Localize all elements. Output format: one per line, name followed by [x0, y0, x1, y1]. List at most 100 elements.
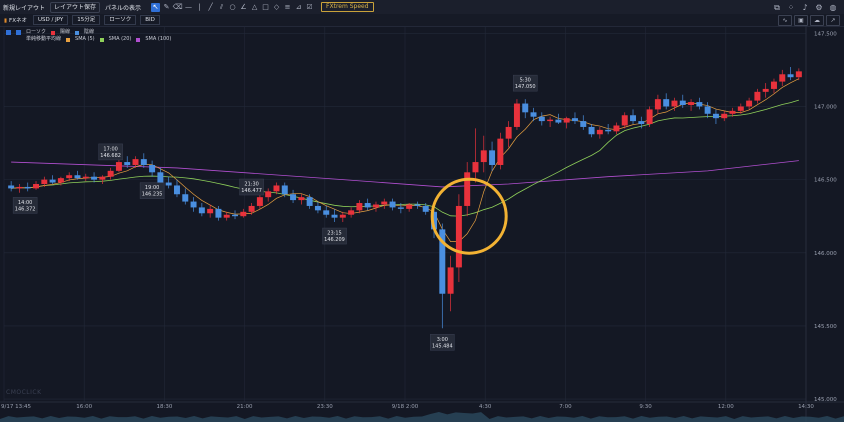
- candle-body: [795, 71, 802, 78]
- candle-body: [505, 126, 512, 139]
- candle-body: [207, 208, 214, 214]
- candle-body: [290, 194, 297, 201]
- x-tick-label: 9:30: [639, 404, 652, 410]
- annotation-box: [12, 197, 38, 214]
- circle-icon[interactable]: ○: [229, 2, 236, 11]
- candle-body: [256, 197, 263, 206]
- candle-body: [41, 179, 48, 185]
- candle-body: [57, 178, 64, 183]
- panel-display-button[interactable]: パネルの表示: [105, 4, 142, 12]
- fib-icon[interactable]: ≡: [284, 2, 291, 11]
- save-layout-button[interactable]: レイアウト保存: [50, 1, 101, 13]
- candle-body: [115, 162, 122, 171]
- layout-icon[interactable]: ⧉: [774, 2, 780, 12]
- annotation-time: 14:00: [18, 200, 32, 206]
- candle-body: [8, 185, 15, 189]
- pair-select[interactable]: USD / JPY: [32, 15, 69, 25]
- angle-icon[interactable]: ∠: [240, 2, 247, 11]
- new-layout-button[interactable]: 新規レイアウト: [3, 4, 46, 12]
- x-tick-label: 12:00: [718, 404, 734, 410]
- measure-icon[interactable]: ⊿: [295, 2, 302, 11]
- share-icon[interactable]: ↗: [826, 15, 840, 26]
- x-tick-label: 4:30: [479, 404, 492, 410]
- candle-body: [74, 175, 81, 179]
- annotation-time: 21:30: [244, 182, 258, 188]
- candle-body: [447, 267, 454, 294]
- x-tick-label: 7:00: [559, 404, 572, 410]
- candle-body: [306, 197, 313, 206]
- y-tick-label: 146.000: [814, 251, 837, 257]
- legend-sma100: SMA (100): [145, 36, 172, 42]
- price-chart[interactable]: 147.500 147.000 146.500 146.000 145.500 145.0…: [0, 26, 844, 422]
- candle-body: [671, 100, 678, 107]
- candle-body: [571, 118, 578, 122]
- annotation-price: 146.477: [241, 188, 262, 194]
- diamond-icon[interactable]: ◇: [273, 2, 280, 11]
- candle-body: [223, 214, 230, 218]
- broker-marker-icon: ▮: [4, 18, 8, 24]
- candle-body: [339, 214, 346, 218]
- vline-icon[interactable]: |: [198, 2, 201, 11]
- checkbox-icon[interactable]: ☑: [306, 2, 313, 11]
- ray-icon[interactable]: ⫽: [219, 2, 224, 11]
- top-toolbar: 新規レイアウト レイアウト保存 パネルの表示 ↖ ✎ ⌫ — | ╱ ⫽ ○ ∠…: [0, 0, 844, 15]
- candle-body: [99, 176, 106, 180]
- cloud-icon[interactable]: ☁: [810, 15, 824, 26]
- legend-sma5: SMA (5): [75, 36, 95, 42]
- symbar-right: ∿ ▣ ☁ ↗: [776, 15, 840, 26]
- candle-body: [721, 113, 728, 119]
- y-tick-label: 145.000: [814, 397, 837, 403]
- triangle-icon[interactable]: △: [251, 2, 258, 11]
- legend-candle-row: ローソク 陽線 陰線: [6, 29, 176, 36]
- candle-body: [190, 201, 197, 208]
- hline-icon[interactable]: —: [185, 2, 193, 11]
- candle-body: [679, 100, 686, 106]
- candle-body: [331, 214, 338, 218]
- visible-toggle-icon[interactable]: [6, 30, 11, 35]
- pen-icon[interactable]: ✎: [163, 2, 170, 11]
- x-tick-label: 9/18 2:00: [392, 404, 419, 410]
- candle-body: [646, 109, 653, 125]
- x-tick-label: 23:30: [317, 404, 333, 410]
- annotation-box: [430, 334, 455, 351]
- sma20-line: [11, 99, 799, 217]
- legend-up-label: 陽線: [60, 29, 71, 35]
- cursor-icon[interactable]: ↖: [151, 2, 161, 12]
- candle-body: [762, 88, 769, 92]
- y-tick-label: 146.500: [814, 178, 837, 184]
- candle-body: [356, 203, 363, 211]
- settings-toggle-icon[interactable]: [16, 30, 21, 35]
- down-swatch-icon: [75, 30, 80, 35]
- candle-body: [140, 159, 147, 165]
- price-type-select[interactable]: BID: [140, 15, 160, 25]
- globe-icon[interactable]: ◍: [829, 2, 837, 12]
- camera-icon[interactable]: ▣: [794, 15, 808, 26]
- legend-sma-label: 単純移動平均線: [26, 36, 62, 42]
- grid-icon[interactable]: ⁘: [787, 2, 795, 12]
- annotation-time: 23:15: [327, 231, 341, 237]
- trendline-icon[interactable]: ╱: [208, 2, 213, 11]
- candle-body: [489, 150, 496, 165]
- candle-body: [596, 129, 603, 135]
- eraser-icon[interactable]: ⌫: [172, 2, 183, 11]
- bell-icon[interactable]: ♪: [802, 2, 808, 12]
- timeframe-select[interactable]: 15分足: [72, 15, 101, 25]
- highlight-circle: [430, 177, 508, 255]
- annotation-price: 146.209: [324, 237, 345, 243]
- fitree-speed-button[interactable]: FXtrem Speed: [321, 2, 374, 12]
- candle-body: [165, 182, 172, 186]
- settings-icon[interactable]: ⚙: [815, 2, 823, 12]
- chart-type-select[interactable]: ローソク: [104, 15, 137, 25]
- annotation-box: [512, 74, 538, 92]
- legend-sma20: SMA (20): [108, 36, 132, 42]
- annotation-box: [239, 178, 264, 196]
- broker-label[interactable]: ▮ FXネオ: [0, 16, 31, 24]
- rectangle-icon[interactable]: □: [262, 2, 269, 11]
- candle-body: [547, 119, 554, 122]
- candle-body: [198, 207, 205, 214]
- candle-body: [16, 186, 23, 189]
- candle-body: [779, 74, 786, 82]
- candle-body: [406, 204, 413, 209]
- y-tick-label: 147.500: [814, 31, 837, 37]
- indicator-icon[interactable]: ∿: [778, 15, 792, 26]
